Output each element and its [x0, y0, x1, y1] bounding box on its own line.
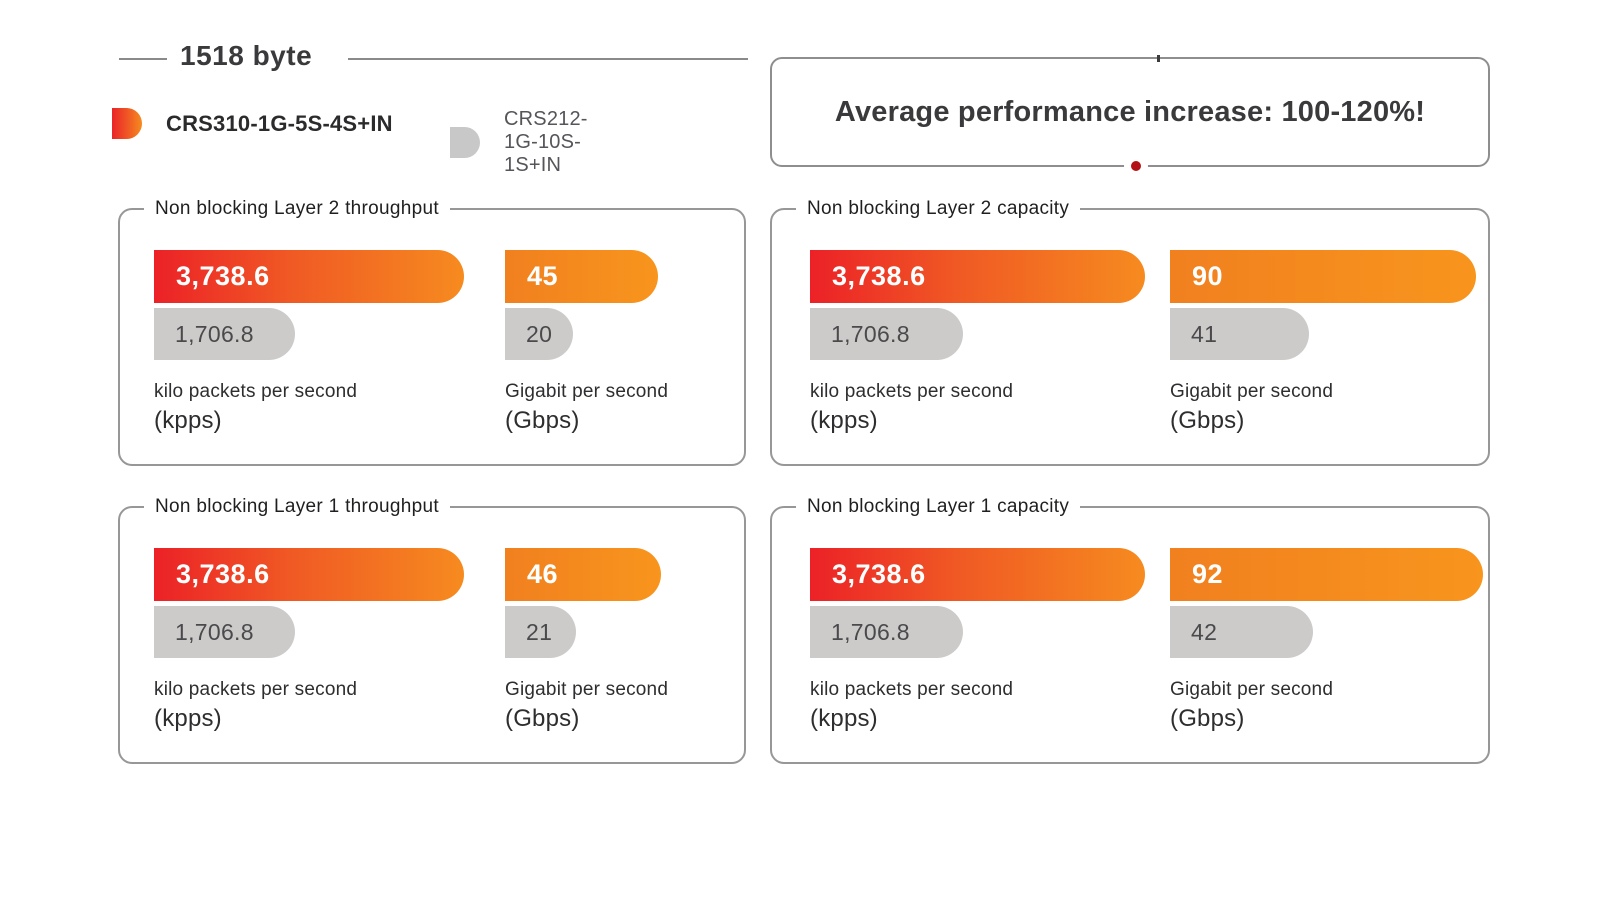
bar-value: 3,738.6 — [832, 261, 926, 291]
bar-value: 20 — [526, 320, 553, 347]
unit-line2: (Gbps) — [1170, 407, 1245, 434]
group-kpps: 3,738.6 1,706.8 kilo packets per second … — [154, 250, 505, 435]
panel-title: Non blocking Layer 1 throughput — [144, 495, 450, 519]
bar-crs310: 46 — [505, 548, 661, 601]
bar-value: 90 — [1192, 261, 1224, 291]
panel-groups: 3,738.6 1,706.8 kilo packets per second … — [772, 508, 1488, 733]
bar-crs310: 45 — [505, 250, 658, 303]
bar-value: 42 — [1191, 618, 1218, 645]
unit-label: kilo packets per second (kpps) — [154, 679, 505, 733]
bar-crs212: 1,706.8 — [154, 308, 295, 360]
panel-title: Non blocking Layer 2 capacity — [796, 197, 1081, 221]
unit-line1: kilo packets per second — [154, 679, 358, 700]
bar-value: 92 — [1192, 559, 1224, 589]
legend-label-crs310: CRS310-1G-5S-4S+IN — [166, 110, 393, 136]
bar-value: 1,706.8 — [831, 320, 910, 347]
group-gbps: 90 41 Gigabit per second (Gbps) — [1170, 250, 1488, 435]
panel-layer1-throughput: Non blocking Layer 1 throughput 3,738.6 … — [118, 495, 746, 764]
bar-crs212: 20 — [505, 308, 573, 360]
unit-line2: (Gbps) — [1170, 705, 1245, 732]
bar-value: 1,706.8 — [175, 320, 254, 347]
bar-crs212: 41 — [1170, 308, 1309, 360]
unit-label: Gigabit per second (Gbps) — [1170, 679, 1488, 733]
legend-label-crs212: CRS212-1G-10S-1S+IN — [504, 108, 588, 176]
panel-layer2-throughput: Non blocking Layer 2 throughput 3,738.6 … — [118, 197, 746, 466]
unit-label: kilo packets per second (kpps) — [154, 381, 505, 435]
panel-groups: 3,738.6 1,706.8 kilo packets per second … — [120, 210, 744, 435]
unit-line1: kilo packets per second — [810, 679, 1014, 700]
unit-label: Gigabit per second (Gbps) — [505, 381, 744, 435]
legend-item-crs212: CRS212-1G-10S-1S+IN — [450, 108, 588, 177]
bar-crs212: 1,706.8 — [154, 606, 295, 658]
panel-groups: 3,738.6 1,706.8 kilo packets per second … — [772, 210, 1488, 435]
unit-line1: Gigabit per second — [505, 679, 669, 700]
bar-crs310: 3,738.6 — [154, 250, 464, 303]
unit-line1: kilo packets per second — [154, 381, 358, 402]
unit-line2: (Gbps) — [505, 705, 580, 732]
unit-line2: (Gbps) — [505, 407, 580, 434]
bar-crs212: 42 — [1170, 606, 1313, 658]
title-rule-left — [119, 58, 167, 60]
legend: CRS310-1G-5S-4S+IN CRS212-1G-10S-1S+IN — [112, 108, 587, 176]
callout-red-dot-icon — [1124, 154, 1148, 178]
bar-value: 41 — [1191, 320, 1218, 347]
unit-line2: (kpps) — [810, 705, 878, 732]
panel-title: Non blocking Layer 1 capacity — [796, 495, 1081, 519]
callout-top-tick — [1157, 55, 1160, 62]
bar-crs310: 90 — [1170, 250, 1476, 303]
legend-swatch-crs310-icon — [112, 108, 142, 139]
unit-line2: (kpps) — [810, 407, 878, 434]
bar-crs212: 1,706.8 — [810, 606, 963, 658]
performance-callout-box: Average performance increase: 100-120%! — [770, 55, 1490, 178]
bar-value: 1,706.8 — [175, 618, 254, 645]
group-kpps: 3,738.6 1,706.8 kilo packets per second … — [810, 548, 1170, 733]
unit-line1: Gigabit per second — [505, 381, 669, 402]
panel-layer2-capacity: Non blocking Layer 2 capacity 3,738.6 1,… — [770, 197, 1490, 466]
unit-line1: Gigabit per second — [1170, 381, 1334, 402]
group-kpps: 3,738.6 1,706.8 kilo packets per second … — [154, 548, 505, 733]
group-gbps: 92 42 Gigabit per second (Gbps) — [1170, 548, 1488, 733]
unit-line1: kilo packets per second — [810, 381, 1014, 402]
panel-groups: 3,738.6 1,706.8 kilo packets per second … — [120, 508, 744, 733]
unit-label: kilo packets per second (kpps) — [810, 679, 1170, 733]
unit-label: kilo packets per second (kpps) — [810, 381, 1170, 435]
unit-line1: Gigabit per second — [1170, 679, 1334, 700]
panel-title: Non blocking Layer 2 throughput — [144, 197, 450, 221]
bar-value: 21 — [526, 618, 553, 645]
bar-crs310: 3,738.6 — [810, 250, 1145, 303]
group-gbps: 46 21 Gigabit per second (Gbps) — [505, 548, 744, 733]
unit-label: Gigabit per second (Gbps) — [505, 679, 744, 733]
bar-value: 3,738.6 — [176, 559, 270, 589]
legend-swatch-crs212-icon — [450, 127, 480, 158]
bar-value: 46 — [527, 559, 559, 589]
panel-layer1-capacity: Non blocking Layer 1 capacity 3,738.6 1,… — [770, 495, 1490, 764]
bar-value: 1,706.8 — [831, 618, 910, 645]
bar-crs310: 3,738.6 — [154, 548, 464, 601]
group-gbps: 45 20 Gigabit per second (Gbps) — [505, 250, 744, 435]
bar-crs310: 3,738.6 — [810, 548, 1145, 601]
bar-value: 3,738.6 — [176, 261, 270, 291]
bar-value: 45 — [527, 261, 559, 291]
unit-label: Gigabit per second (Gbps) — [1170, 381, 1488, 435]
bar-crs310: 92 — [1170, 548, 1483, 601]
bar-crs212: 21 — [505, 606, 576, 658]
group-kpps: 3,738.6 1,706.8 kilo packets per second … — [810, 250, 1170, 435]
title-rule-right — [348, 58, 748, 60]
callout-text: Average performance increase: 100-120%! — [834, 95, 1426, 128]
page-title: 1518 byte — [180, 40, 313, 71]
bar-value: 3,738.6 — [832, 559, 926, 589]
unit-line2: (kpps) — [154, 705, 222, 732]
bar-crs212: 1,706.8 — [810, 308, 963, 360]
unit-line2: (kpps) — [154, 407, 222, 434]
